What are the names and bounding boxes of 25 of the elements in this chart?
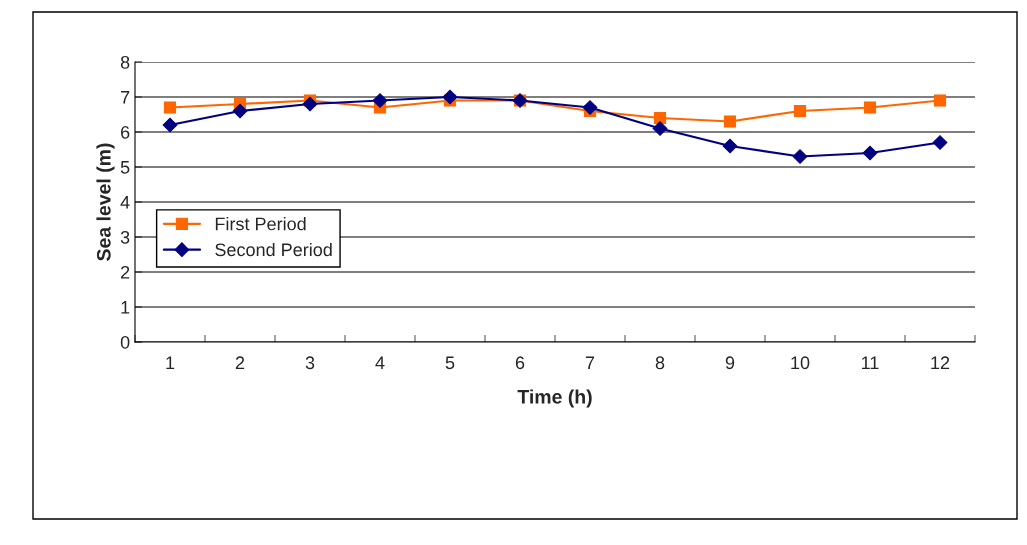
y-tick-label: 7 <box>121 91 130 104</box>
x-tick-label: 12 <box>931 356 950 369</box>
x-tick-label: 10 <box>791 356 810 370</box>
y-tick-label: 2 <box>121 265 130 279</box>
legend-label: Second Period <box>215 242 332 257</box>
legend-label: First Period <box>215 217 306 231</box>
y-tick-label: 1 <box>121 301 130 314</box>
x-tick-label: 7 <box>585 356 595 369</box>
x-tick-label: 5 <box>445 356 455 370</box>
x-tick-label: 11 <box>862 356 879 369</box>
x-tick-label: 2 <box>235 356 245 369</box>
x-tick-label: 3 <box>305 356 315 370</box>
x-tick-label: 4 <box>375 356 385 369</box>
y-tick-label: 0 <box>120 335 130 349</box>
x-tick-label: 8 <box>655 356 665 370</box>
x-tick-label: 9 <box>725 356 735 370</box>
y-tick-label: 8 <box>120 55 130 69</box>
y-tick-label: 3 <box>120 230 130 244</box>
y-tick-label: 5 <box>120 161 130 174</box>
y-tick-label: 6 <box>121 125 130 139</box>
x-tick-label: 1 <box>166 356 175 369</box>
y-tick-label: 4 <box>120 196 130 209</box>
x-axis-title: Time (h) <box>517 389 592 408</box>
y-axis-title: Sea level (m) <box>96 143 115 261</box>
x-tick-label: 6 <box>515 356 525 370</box>
